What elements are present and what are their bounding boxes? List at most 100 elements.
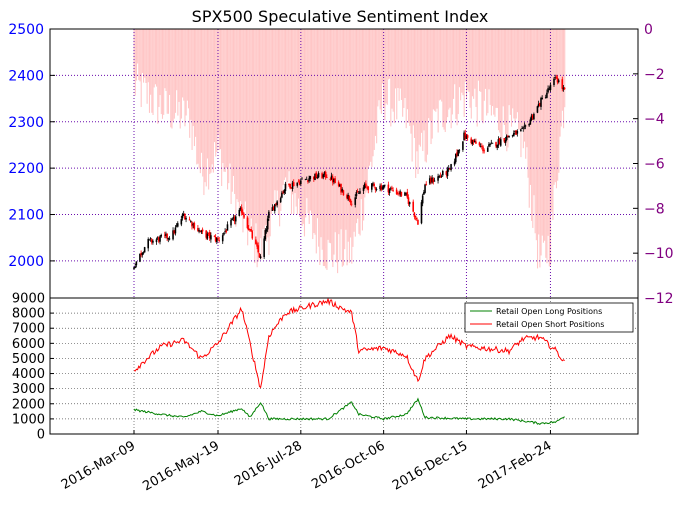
candle-body [258,253,261,258]
candle-body [291,182,294,189]
candle-body [507,135,509,137]
candle-body [250,229,252,231]
candle-body [529,119,532,125]
sentiment-bar [528,29,530,208]
candle-body [334,178,336,184]
sentiment-bar [254,29,256,264]
candle-body [167,238,170,240]
positions-tick-label: 3000 [12,382,45,397]
sentiment-bar [527,29,529,178]
sentiment-bar [238,29,240,218]
candle-body [182,213,185,216]
sentiment-bar [521,29,523,126]
sentiment-bar [140,29,142,108]
candle-body [539,102,541,107]
sentiment-bar [434,29,436,111]
positions-tick-label: 2000 [12,397,45,412]
sentiment-bar [307,29,309,214]
candle-body [414,215,417,218]
candle-body [197,227,199,231]
sentiment-bar [502,29,504,107]
sentiment-bar [348,29,350,263]
sentiment-bar [178,29,180,102]
candle-body [329,178,332,181]
candle-body [537,103,540,107]
sentiment-bar [509,29,511,115]
sentiment-bar [557,29,559,181]
sentiment-bar [234,29,236,194]
candle-body [174,227,177,234]
candle-body [165,233,167,237]
sentiment-bar [545,29,547,258]
candle-body [508,135,510,138]
sentiment-bar [492,29,494,107]
candle-body [330,175,333,180]
sentiment-bar [364,29,366,198]
candle-body [362,187,365,191]
candle-body [421,195,424,204]
candle-body [135,261,138,266]
candle-body [464,132,467,139]
sentiment-bar [437,29,439,133]
candle-body [489,143,491,146]
sentiment-bar [481,29,483,121]
candle-body [263,238,265,258]
sentiment-bar [493,29,495,115]
sentiment-tick-label: −4 [644,112,665,128]
sentiment-bar [501,29,503,140]
sentiment-bar [514,29,516,124]
candle-body [374,187,377,190]
candle-body [384,184,386,186]
candle-body [346,195,348,199]
candle-body [359,191,361,194]
candle-body [449,168,451,170]
candle-body [324,171,327,178]
candle-body [279,198,282,203]
sentiment-bar [228,29,230,184]
sentiment-bar [468,29,470,92]
candle-body [486,147,489,152]
sentiment-bar [147,29,149,83]
candle-body [536,106,539,113]
candle-body [412,201,415,212]
candle-body [450,164,452,170]
sentiment-bar [335,29,337,263]
candle-body [466,135,469,138]
sentiment-bar [460,29,462,101]
sentiment-bar [294,29,296,194]
price-tick-label: 2300 [8,115,44,131]
sentiment-bar [475,29,477,107]
sentiment-bar [479,29,481,92]
sentiment-bar [153,29,155,88]
sentiment-bar [299,29,301,217]
sentiment-bar [389,29,391,79]
candle-body [363,183,366,188]
candle-body [316,177,319,178]
candle-body [475,141,477,144]
candle-body [240,207,243,213]
candle-body [275,203,277,205]
sentiment-bar [542,29,544,243]
candle-body [218,239,220,241]
sentiment-bar [489,29,491,105]
sentiment-axis: 0 −2 −4 −6 −8 −10 −12 [633,22,674,307]
sentiment-bar [242,29,244,233]
candle-body [495,142,497,147]
sentiment-bar [273,29,275,204]
candle-body [184,214,186,220]
sentiment-bar [180,29,182,119]
candle-body [400,191,403,196]
candle-body [180,219,183,225]
sentiment-bar [342,29,345,266]
candle-body [505,135,508,140]
sentiment-bar [151,29,153,113]
sentiment-bar [534,29,536,234]
candle-body [214,237,217,242]
sentiment-bar [271,29,274,206]
candle-body [292,182,295,187]
candle-body [298,182,301,185]
sentiment-bar [306,29,308,199]
candle-body [531,115,534,119]
candle-body [210,235,212,240]
sentiment-bar [332,29,334,268]
